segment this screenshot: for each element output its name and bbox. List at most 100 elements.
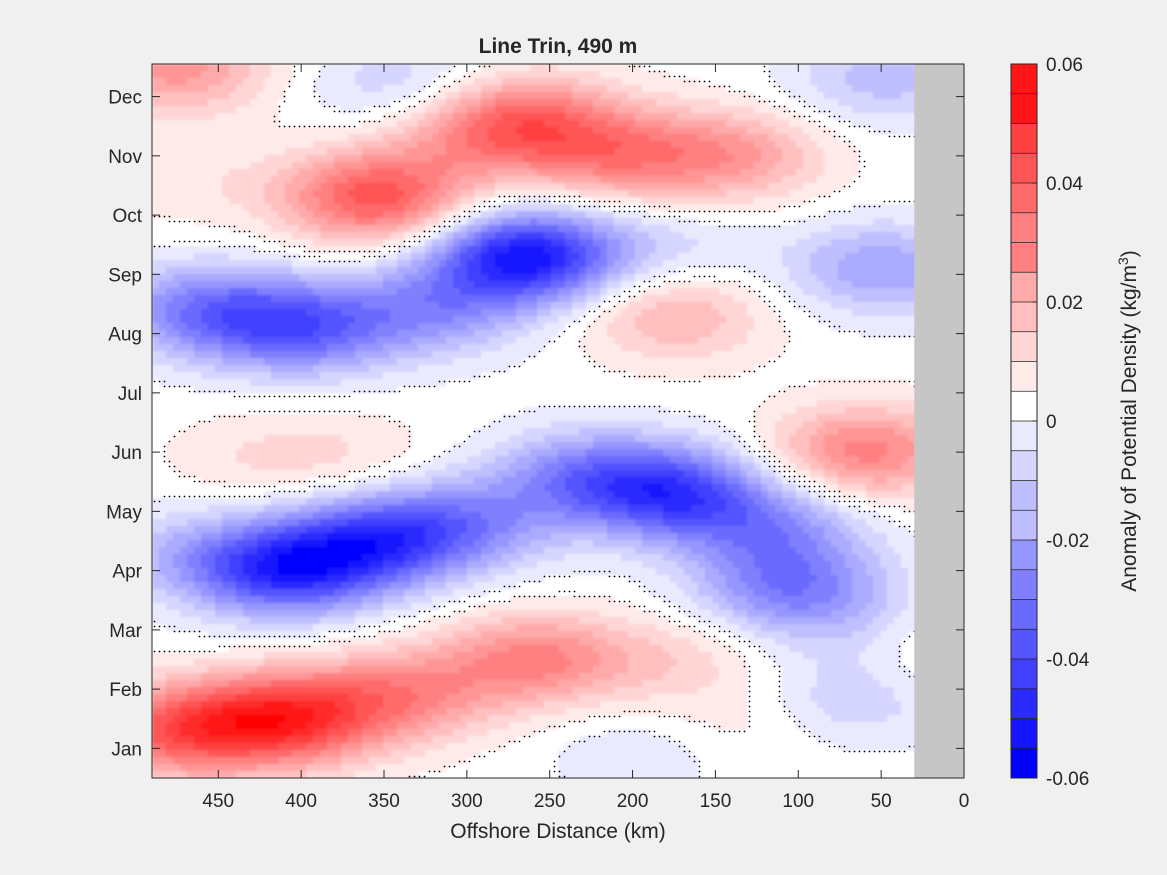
contour-cell: [670, 239, 678, 247]
contour-cell: [250, 176, 258, 184]
contour-cell: [824, 435, 832, 443]
contour-cell: [229, 281, 237, 289]
contour-cell: [852, 239, 860, 247]
contour-cell: [747, 162, 755, 170]
contour-cell: [397, 379, 405, 387]
contour-cell: [453, 302, 461, 310]
contour-cell: [677, 127, 685, 135]
contour-cell: [250, 106, 258, 114]
contour-cell: [467, 330, 475, 338]
contour-cell: [327, 218, 335, 226]
contour-cell: [782, 134, 790, 142]
contour-cell: [271, 365, 279, 373]
contour-cell: [663, 162, 671, 170]
contour-cell: [215, 113, 223, 121]
contour-cell: [810, 421, 818, 429]
contour-cell: [642, 358, 650, 366]
contour-cell: [803, 71, 811, 79]
contour-cell: [376, 302, 384, 310]
contour-cell: [159, 106, 167, 114]
contour-cell: [432, 141, 440, 149]
contour-cell: [523, 330, 531, 338]
contour-cell: [523, 176, 531, 184]
contour-cell: [299, 176, 307, 184]
contour-cell: [712, 120, 720, 128]
contour-cell: [579, 148, 587, 156]
contour-cell: [789, 267, 797, 275]
contour-cell: [229, 351, 237, 359]
contour-cell: [649, 134, 657, 142]
contour-cell: [292, 309, 300, 317]
contour-cell: [873, 379, 881, 387]
contour-cell: [222, 260, 230, 268]
contour-cell: [404, 169, 412, 177]
contour-cell: [586, 407, 594, 415]
contour-cell: [425, 316, 433, 324]
contour-cell: [173, 246, 181, 254]
contour-cell: [243, 414, 251, 422]
contour-cell: [383, 134, 391, 142]
contour-cell: [537, 120, 545, 128]
contour-cell: [698, 92, 706, 100]
contour-cell: [740, 183, 748, 191]
contour-cell: [572, 176, 580, 184]
contour-cell: [215, 421, 223, 429]
contour-cell: [845, 99, 853, 107]
contour-cell: [775, 344, 783, 352]
contour-cell: [159, 134, 167, 142]
contour-cell: [775, 162, 783, 170]
contour-cell: [208, 428, 216, 436]
contour-cell: [803, 183, 811, 191]
contour-cell: [796, 232, 804, 240]
contour-cell: [278, 428, 286, 436]
contour-cell: [439, 134, 447, 142]
contour-cell: [614, 211, 622, 219]
contour-cell: [208, 316, 216, 324]
contour-cell: [768, 113, 776, 121]
contour-cell: [719, 190, 727, 198]
contour-cell: [831, 316, 839, 324]
contour-cell: [810, 309, 818, 317]
contour-cell: [635, 407, 643, 415]
contour-cell: [404, 71, 412, 79]
contour-cell: [215, 414, 223, 422]
contour-cell: [334, 344, 342, 352]
contour-cell: [824, 169, 832, 177]
contour-cell: [264, 113, 272, 121]
contour-cell: [866, 281, 874, 289]
contour-cell: [285, 428, 293, 436]
contour-cell: [663, 351, 671, 359]
contour-cell: [516, 120, 524, 128]
contour-cell: [691, 295, 699, 303]
contour-cell: [418, 218, 426, 226]
contour-cell: [236, 330, 244, 338]
contour-cell: [201, 141, 209, 149]
contour-cell: [670, 204, 678, 212]
contour-cell: [250, 428, 258, 436]
contour-cell: [698, 120, 706, 128]
contour-cell: [572, 99, 580, 107]
contour-cell: [411, 295, 419, 303]
contour-cell: [173, 323, 181, 331]
contour-cell: [523, 141, 531, 149]
contour-cell: [222, 274, 230, 282]
contour-cell: [558, 64, 566, 72]
contour-cell: [159, 211, 167, 219]
contour-cell: [684, 134, 692, 142]
contour-cell: [558, 71, 566, 79]
contour-cell: [222, 99, 230, 107]
contour-cell: [243, 71, 251, 79]
contour-cell: [278, 92, 286, 100]
contour-cell: [285, 190, 293, 198]
contour-cell: [509, 204, 517, 212]
contour-cell: [285, 435, 293, 443]
contour-cell: [649, 253, 657, 261]
contour-cell: [614, 85, 622, 93]
contour-cell: [768, 64, 776, 72]
contour-cell: [761, 274, 769, 282]
contour-cell: [817, 428, 825, 436]
contour-cell: [544, 127, 552, 135]
contour-cell: [698, 148, 706, 156]
contour-cell: [866, 204, 874, 212]
contour-cell: [523, 120, 531, 128]
